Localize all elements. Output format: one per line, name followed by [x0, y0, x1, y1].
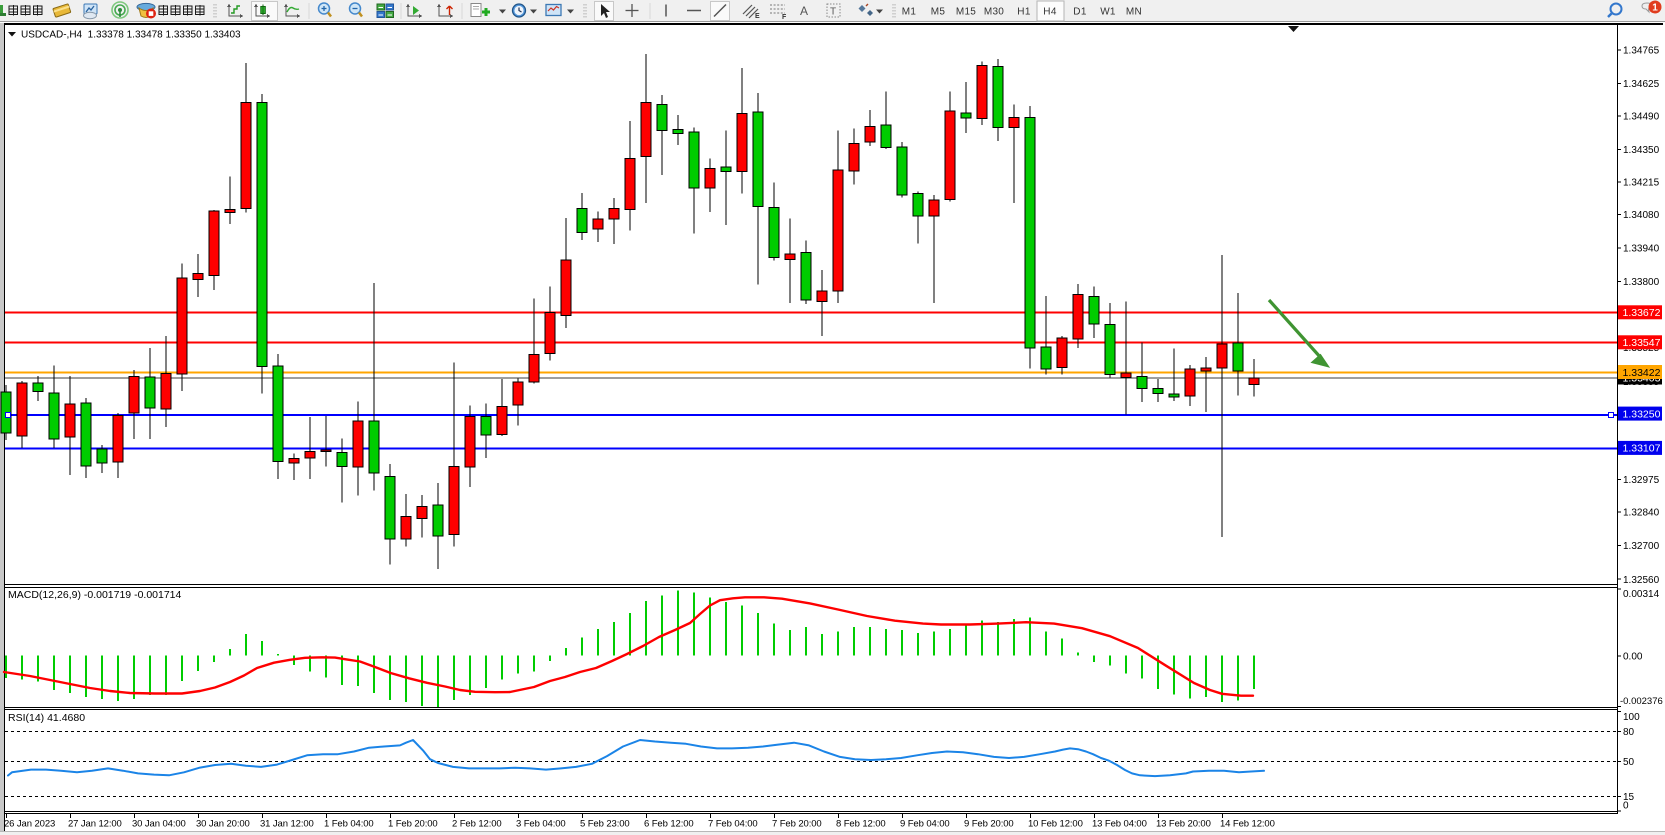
svg-text:MN: MN — [1126, 7, 1142, 18]
svg-text:MACD(12,26,9) -0.001719 -0.001: MACD(12,26,9) -0.001719 -0.001714 — [8, 589, 182, 601]
svg-text:M1: M1 — [902, 7, 917, 18]
svg-text:W1: W1 — [1100, 7, 1116, 18]
svg-text:1.33940: 1.33940 — [1623, 244, 1660, 255]
svg-text:1.32840: 1.32840 — [1623, 508, 1660, 519]
svg-text:0: 0 — [1623, 801, 1629, 812]
svg-text:1.33800: 1.33800 — [1623, 277, 1660, 288]
svg-text:1.34215: 1.34215 — [1623, 178, 1660, 189]
svg-text:RSI(14) 41.4680: RSI(14) 41.4680 — [8, 712, 85, 724]
svg-text:1.32975: 1.32975 — [1623, 475, 1660, 486]
svg-text:M15: M15 — [956, 7, 976, 18]
svg-text:A: A — [800, 4, 808, 18]
svg-text:1 Feb 04:00: 1 Feb 04:00 — [324, 819, 374, 830]
svg-text:31 Jan 12:00: 31 Jan 12:00 — [260, 819, 314, 830]
svg-text:T: T — [830, 7, 836, 18]
svg-text:D1: D1 — [1073, 7, 1087, 18]
svg-text:27 Jan 12:00: 27 Jan 12:00 — [68, 819, 122, 830]
svg-text:3 Feb 04:00: 3 Feb 04:00 — [516, 819, 566, 830]
svg-text:1.34080: 1.34080 — [1623, 210, 1660, 221]
svg-text:7 Feb 04:00: 7 Feb 04:00 — [708, 819, 758, 830]
svg-text:H1: H1 — [1017, 7, 1031, 18]
svg-text:H4: H4 — [1043, 7, 1057, 18]
svg-text:USDCAD-,H4 1.33378 1.33478 1.: USDCAD-,H4 1.33378 1.33478 1.33350 1.334… — [21, 30, 241, 41]
svg-text:15: 15 — [1623, 792, 1635, 803]
svg-text:E: E — [755, 13, 760, 20]
svg-text:1.33107: 1.33107 — [1623, 443, 1661, 455]
svg-text:1.34625: 1.34625 — [1623, 79, 1660, 90]
svg-text:14 Feb 12:00: 14 Feb 12:00 — [1220, 819, 1275, 830]
svg-text:8 Feb 12:00: 8 Feb 12:00 — [836, 819, 886, 830]
svg-text:0.00: 0.00 — [1623, 652, 1643, 663]
svg-text:80: 80 — [1623, 727, 1635, 738]
svg-text:1.34490: 1.34490 — [1623, 112, 1660, 123]
svg-text:1.32560: 1.32560 — [1623, 575, 1660, 586]
svg-text:26 Jan 2023: 26 Jan 2023 — [4, 819, 55, 830]
svg-text:1 Feb 20:00: 1 Feb 20:00 — [388, 819, 438, 830]
svg-text:30 Jan 20:00: 30 Jan 20:00 — [196, 819, 250, 830]
svg-text:1.33250: 1.33250 — [1623, 408, 1661, 420]
svg-text:1.32700: 1.32700 — [1623, 541, 1660, 552]
svg-text:1.33672: 1.33672 — [1623, 307, 1661, 319]
svg-text:F: F — [782, 14, 787, 21]
svg-text:1.33547: 1.33547 — [1623, 337, 1661, 349]
svg-text:7 Feb 20:00: 7 Feb 20:00 — [772, 819, 822, 830]
svg-text:5 Feb 23:00: 5 Feb 23:00 — [580, 819, 630, 830]
svg-text:9 Feb 04:00: 9 Feb 04:00 — [900, 819, 950, 830]
svg-text:2 Feb 12:00: 2 Feb 12:00 — [452, 819, 502, 830]
svg-text:1.34350: 1.34350 — [1623, 145, 1660, 156]
svg-text:M5: M5 — [931, 7, 946, 18]
svg-text:13 Feb 20:00: 13 Feb 20:00 — [1156, 819, 1211, 830]
svg-text:1.34765: 1.34765 — [1623, 46, 1660, 57]
svg-text:9 Feb 20:00: 9 Feb 20:00 — [964, 819, 1014, 830]
svg-text:0.00314: 0.00314 — [1623, 589, 1660, 600]
svg-text:1.33422: 1.33422 — [1623, 367, 1661, 379]
svg-text:10 Feb 12:00: 10 Feb 12:00 — [1028, 819, 1083, 830]
svg-text:100: 100 — [1623, 712, 1640, 723]
svg-text:30 Jan 04:00: 30 Jan 04:00 — [132, 819, 186, 830]
svg-text:50: 50 — [1623, 757, 1635, 768]
svg-text:13 Feb 04:00: 13 Feb 04:00 — [1092, 819, 1147, 830]
svg-text:1: 1 — [1652, 3, 1658, 14]
svg-text:M30: M30 — [984, 7, 1004, 18]
svg-text:6 Feb 12:00: 6 Feb 12:00 — [644, 819, 694, 830]
svg-text:-0.002376: -0.002376 — [1620, 696, 1663, 707]
